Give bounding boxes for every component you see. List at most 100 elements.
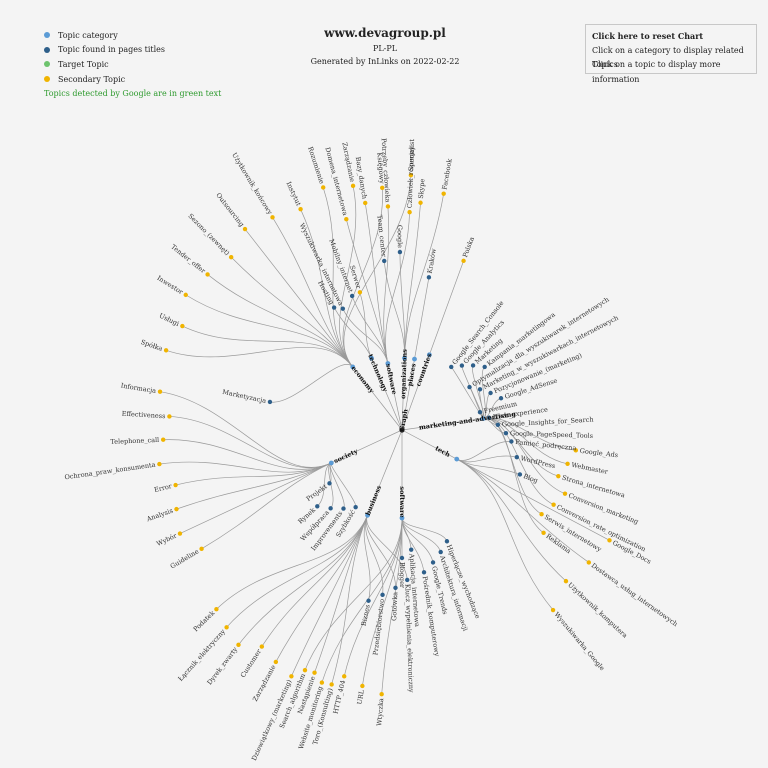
title-topic-node[interactable] [421, 570, 427, 575]
topic-label[interactable]: Ochrona_praw_konsumenta [64, 461, 156, 482]
secondary-topic-node[interactable] [270, 215, 275, 220]
secondary-topic-node[interactable] [385, 204, 391, 209]
secondary-topic-node[interactable] [563, 578, 569, 584]
secondary-topic-node[interactable] [350, 183, 356, 189]
secondary-topic-node[interactable] [407, 209, 412, 215]
topic-label[interactable]: Informacja [120, 382, 157, 396]
title-topic-node[interactable] [488, 390, 493, 396]
category-node[interactable] [454, 456, 460, 462]
secondary-topic-node[interactable] [329, 682, 334, 687]
category-label[interactable]: countries [414, 352, 433, 387]
secondary-topic-node[interactable] [539, 512, 544, 517]
title-topic-node[interactable] [509, 439, 514, 444]
secondary-topic-node[interactable] [380, 185, 385, 191]
category-label[interactable]: society [333, 447, 360, 465]
title-topic-node[interactable] [459, 363, 465, 368]
topic-label[interactable]: Zarządzanie [340, 142, 356, 183]
secondary-topic-node[interactable] [157, 389, 163, 394]
secondary-topic-node[interactable] [273, 659, 279, 665]
topic-label[interactable]: Blog [522, 472, 539, 485]
title-topic-node[interactable] [393, 585, 398, 591]
title-topic-node[interactable] [467, 384, 472, 390]
category-node[interactable] [402, 355, 407, 361]
secondary-topic-node[interactable] [214, 607, 219, 612]
title-topic-node[interactable] [341, 506, 346, 511]
topic-label[interactable]: Tender_offer [169, 243, 207, 276]
secondary-topic-node[interactable] [342, 674, 347, 679]
secondary-topic-node[interactable] [242, 226, 248, 232]
secondary-topic-node[interactable] [289, 674, 294, 679]
topic-label[interactable]: Spółka [140, 338, 164, 353]
secondary-topic-node[interactable] [562, 491, 568, 496]
secondary-topic-node[interactable] [607, 538, 612, 543]
topic-label[interactable]: URL [356, 689, 366, 705]
topic-label[interactable]: Podatek [192, 609, 217, 633]
title-topic-node[interactable] [426, 275, 432, 280]
topic-label[interactable]: Księgowy [375, 152, 386, 184]
topic-label[interactable]: Skype [417, 178, 427, 199]
topic-label[interactable]: Klucz_wypełnienia_elektroniczny [403, 584, 415, 693]
secondary-topic-node[interactable] [163, 348, 169, 353]
title-topic-node[interactable] [477, 387, 483, 392]
secondary-topic-node[interactable] [157, 461, 162, 467]
secondary-topic-node[interactable] [160, 437, 166, 442]
secondary-topic-node[interactable] [418, 200, 423, 205]
topic-label[interactable]: Sezono_(zewnęt) [186, 212, 231, 257]
topic-label[interactable]: Google_Ads [579, 447, 618, 459]
secondary-topic-node[interactable] [541, 530, 546, 536]
title-topic-node[interactable] [470, 363, 476, 368]
secondary-topic-node[interactable] [550, 607, 556, 613]
title-topic-node[interactable] [366, 598, 371, 603]
topic-label[interactable]: WordPress [520, 454, 556, 470]
secondary-topic-node[interactable] [441, 191, 446, 196]
secondary-topic-node[interactable] [173, 482, 178, 488]
title-topic-node[interactable] [477, 409, 483, 415]
category-node[interactable] [480, 416, 486, 421]
topic-label[interactable]: Customer [239, 647, 264, 679]
title-topic-node[interactable] [495, 422, 501, 427]
title-topic-node[interactable] [331, 305, 337, 310]
topic-label[interactable]: Kraków [426, 247, 438, 274]
topic-label[interactable]: Wybór [155, 531, 179, 548]
secondary-topic-node[interactable] [586, 560, 592, 565]
topic-label[interactable]: Marketyzacja [222, 388, 267, 405]
category-label[interactable]: organizations [399, 349, 409, 399]
title-topic-node[interactable] [399, 555, 405, 561]
category-label[interactable]: business [364, 484, 383, 517]
topic-label[interactable]: Error [153, 482, 173, 494]
topic-label[interactable]: Przedsiębiorstwo [371, 598, 386, 655]
secondary-topic-node[interactable] [461, 258, 466, 264]
title-topic-node[interactable] [482, 364, 487, 370]
category-node[interactable] [412, 356, 417, 362]
topic-label[interactable]: Blogger [398, 562, 406, 589]
title-topic-node[interactable] [353, 504, 358, 510]
root-node[interactable] [399, 427, 405, 433]
topic-label[interactable]: Polska [461, 236, 476, 259]
title-topic-node[interactable] [397, 249, 403, 255]
secondary-topic-node[interactable] [344, 217, 349, 222]
category-node[interactable] [365, 512, 370, 518]
topic-label[interactable]: Webmaster [571, 461, 610, 476]
secondary-topic-node[interactable] [319, 680, 325, 685]
topic-label[interactable]: Inwestor [156, 274, 186, 297]
category-node[interactable] [399, 515, 405, 521]
topic-label[interactable]: Google [396, 225, 404, 248]
secondary-topic-node[interactable] [321, 185, 326, 190]
topic-label[interactable]: Pamięć_podręczna [515, 438, 577, 452]
topic-label[interactable]: Rozumienie [306, 146, 326, 185]
topic-label[interactable]: Facebook [440, 158, 453, 190]
secondary-topic-node[interactable] [298, 206, 303, 212]
secondary-topic-node[interactable] [573, 448, 579, 453]
title-topic-node[interactable] [327, 481, 332, 486]
topic-label[interactable]: Telephone_call [110, 436, 159, 446]
category-node[interactable] [385, 361, 391, 366]
title-topic-node[interactable] [382, 258, 387, 264]
secondary-topic-node[interactable] [312, 670, 317, 675]
secondary-topic-node[interactable] [177, 531, 183, 536]
secondary-topic-node[interactable] [224, 625, 229, 630]
title-topic-node[interactable] [405, 577, 410, 583]
title-topic-node[interactable] [517, 472, 523, 477]
secondary-topic-node[interactable] [183, 292, 188, 298]
topic-label[interactable]: Zarządzanie [251, 663, 277, 702]
topic-label[interactable]: Użytkownik_końcowy [230, 151, 274, 216]
